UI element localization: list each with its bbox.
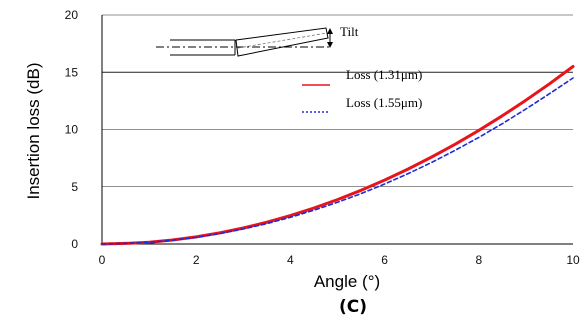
series-layer: [100, 65, 575, 246]
x-tick-label-4: 4: [287, 253, 294, 267]
y-tick-label-15: 15: [65, 65, 79, 79]
fiber-right-axis: [237, 32, 328, 49]
x-axis-label: Angle (°): [314, 272, 380, 291]
x-tick-label-0: 0: [99, 253, 106, 267]
y-axis-label: Insertion loss (dB): [24, 63, 43, 200]
figure-caption: (C): [339, 297, 367, 317]
fiber-right-tilted: [235, 27, 329, 57]
x-tick-labels: 0 2 4 6 8 10: [99, 253, 580, 267]
x-tick-label-10: 10: [566, 253, 580, 267]
tilt-label: Tilt: [340, 24, 359, 39]
x-tick-label-6: 6: [381, 253, 388, 267]
legend-label-1: Loss (1.31μm): [346, 67, 422, 82]
y-tick-label-5: 5: [71, 180, 78, 194]
y-tick-label-10: 10: [65, 123, 79, 137]
x-tick-label-8: 8: [475, 253, 482, 267]
series-line-1: [100, 65, 575, 246]
grid-lines: [102, 14, 573, 188]
y-tick-label-20: 20: [65, 8, 79, 22]
tilt-inset-diagram: Tilt: [156, 24, 359, 57]
legend-label-2: Loss (1.55μm): [346, 95, 422, 110]
tilt-arrow-head-top: [327, 28, 333, 34]
series-line-2: [101, 77, 574, 245]
x-tick-label-2: 2: [193, 253, 200, 267]
axes: [101, 15, 573, 245]
y-tick-label-0: 0: [71, 237, 78, 251]
legend: Loss (1.31μm) Loss (1.55μm): [302, 67, 422, 113]
tilt-arrow-head-bottom: [327, 42, 333, 48]
y-tick-labels: 0 5 10 15 20: [65, 8, 79, 251]
